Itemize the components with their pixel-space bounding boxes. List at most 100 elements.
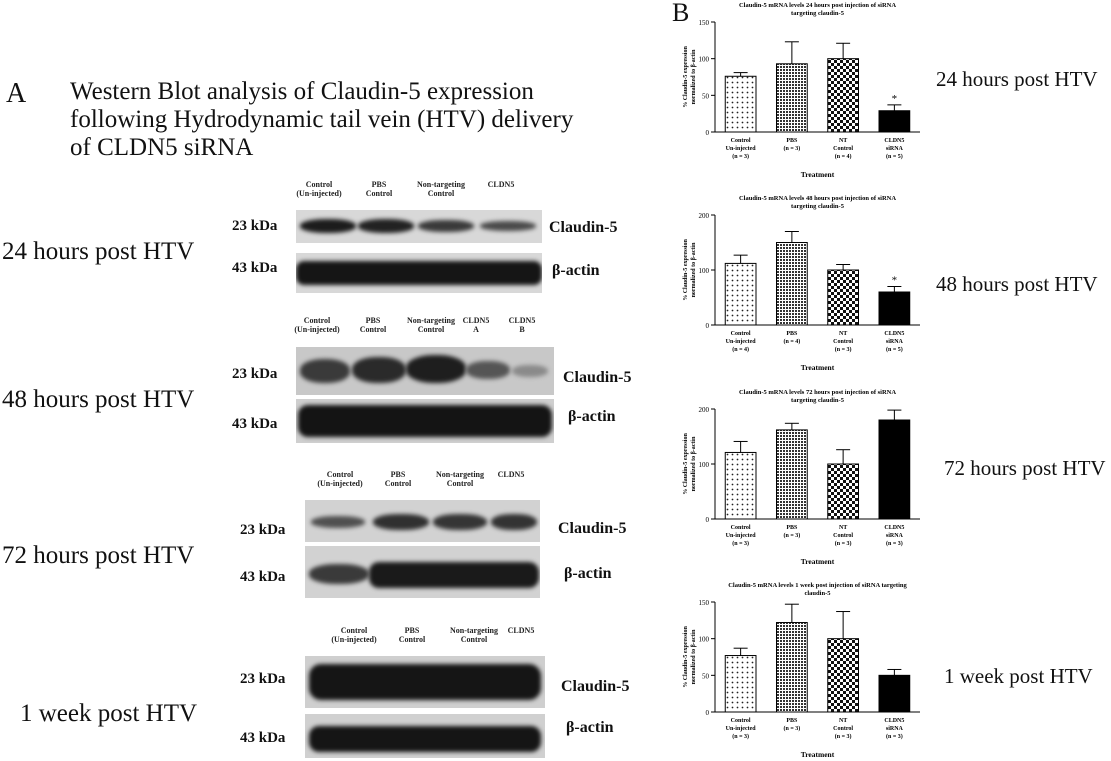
protein-label: β-actin — [552, 262, 600, 279]
bar — [878, 291, 911, 326]
category-label: CLDN5 — [884, 138, 904, 144]
category-label: (n = 3) — [732, 153, 749, 160]
panel-a-title-line: following Hydrodynamic tail vein (HTV) d… — [70, 106, 574, 133]
protein-label: β-actin — [564, 565, 612, 582]
category-label: siRNA — [886, 339, 904, 345]
lane-label: Control (Un-injected) — [296, 180, 342, 198]
blot-1wk-beta-actin — [305, 714, 545, 758]
category-label: CLDN5 — [884, 718, 904, 724]
lane-label: CLDN5 — [497, 470, 525, 479]
y-tick-label: 0 — [706, 516, 710, 524]
category-label: (n = 3) — [732, 540, 749, 547]
y-tick-label: 150 — [699, 599, 710, 607]
kda-label: 23 kDa — [240, 522, 286, 538]
x-axis-label: Treatment — [801, 750, 835, 759]
bar — [776, 622, 808, 713]
x-axis-label: Treatment — [801, 363, 835, 372]
blot-24h-claudin5 — [296, 210, 542, 243]
lane-label: Non-targeting Control — [450, 626, 498, 644]
lane-label: Non-targeting Control — [407, 316, 455, 334]
y-tick-label: 50 — [702, 92, 710, 100]
category-label: (n = 3) — [886, 733, 903, 740]
lane-label: CLDN5 B — [508, 316, 536, 334]
panel-a-title: Western Blot analysis of Claudin-5 expre… — [70, 78, 573, 162]
category-label: NT — [839, 331, 847, 337]
category-label: Un-injected — [726, 339, 757, 345]
chart-title: claudin-5 — [804, 590, 831, 597]
lane-label: CLDN5 A — [462, 316, 490, 334]
category-label: (n = 4) — [783, 338, 800, 345]
y-tick-label: 0 — [706, 129, 710, 137]
y-axis-label: % Claudin-5 expression — [683, 433, 689, 495]
kda-label: 43 kDa — [240, 569, 286, 585]
category-label: Un-injected — [726, 146, 757, 152]
category-label: CLDN5 — [884, 525, 904, 531]
x-axis-label: Treatment — [801, 557, 835, 566]
bar — [827, 638, 859, 713]
blot-48h-timepoint: 48 hours post HTV — [2, 386, 195, 413]
bar — [776, 429, 808, 520]
panel-b-letter: B — [672, 0, 690, 27]
category-label: siRNA — [886, 726, 904, 732]
lane-label: PBS Control — [359, 316, 387, 334]
chart-title: Claudin-5 mRNA levels 48 hours post inje… — [739, 195, 896, 202]
y-axis-label: % Claudin-5 expression — [683, 239, 689, 301]
y-tick-label: 50 — [702, 672, 710, 680]
chart-title: targeting claudin-5 — [791, 203, 845, 210]
x-axis-label: Treatment — [801, 170, 835, 179]
y-axis-label: normalized to β-actin — [691, 629, 697, 684]
y-tick-label: 100 — [699, 56, 710, 64]
lane-label: PBS Control — [384, 470, 412, 488]
y-axis-label: % Claudin-5 expression — [683, 626, 689, 688]
category-label: Control — [731, 138, 751, 144]
y-tick-label: 200 — [699, 212, 710, 220]
category-label: Control — [833, 146, 853, 152]
bar — [878, 674, 911, 713]
category-label: PBS — [786, 331, 798, 337]
y-axis-label: % Claudin-5 expression — [683, 46, 689, 108]
y-tick-label: 100 — [699, 636, 710, 644]
bar — [724, 655, 757, 713]
graph-1wk-timepoint: 1 week post HTV — [944, 664, 1093, 688]
bar — [776, 63, 808, 133]
protein-label: β-actin — [568, 408, 616, 425]
category-label: (n = 5) — [886, 346, 903, 353]
blot-1wk-timepoint: 1 week post HTV — [20, 700, 198, 727]
protein-label: Claudin-5 — [549, 219, 618, 236]
kda-label: 23 kDa — [240, 671, 286, 687]
y-tick-label: 150 — [699, 19, 710, 27]
protein-label: Claudin-5 — [558, 520, 627, 537]
lane-label: PBS Control — [398, 626, 426, 644]
category-label: (n = 3) — [835, 733, 852, 740]
bar — [878, 419, 911, 520]
chart-title: targeting claudin-5 — [791, 10, 845, 17]
category-label: Control — [731, 525, 751, 531]
category-label: Control — [833, 726, 853, 732]
category-label: (n = 3) — [886, 540, 903, 547]
bar — [724, 262, 757, 326]
graph-72h-timepoint: 72 hours post HTV — [944, 456, 1106, 480]
blot-48h-beta-actin — [296, 399, 554, 443]
significance-marker: * — [892, 93, 898, 105]
blot-48h-claudin5 — [296, 347, 554, 395]
chart-title: Claudin-5 mRNA levels 72 hours post inje… — [739, 389, 896, 396]
category-label: PBS — [786, 718, 798, 724]
y-tick-label: 200 — [699, 406, 710, 414]
category-label: (n = 5) — [886, 153, 903, 160]
category-label: (n = 3) — [783, 145, 800, 152]
lane-label: Non-targeting Control — [417, 180, 465, 198]
kda-label: 23 kDa — [232, 366, 278, 382]
y-tick-label: 100 — [699, 267, 710, 275]
panel-a-title-line: of CLDN5 siRNA — [70, 134, 254, 161]
lane-label: CLDN5 — [487, 180, 515, 189]
protein-label: Claudin-5 — [563, 369, 632, 386]
category-label: siRNA — [886, 146, 904, 152]
y-axis-label: normalized to β-actin — [691, 242, 697, 297]
bar — [878, 110, 911, 133]
blot-72h-lane-labels: Control (Un-injected) PBS Control Non-ta… — [305, 470, 545, 498]
protein-label: β-actin — [566, 719, 614, 736]
category-label: (n = 3) — [783, 532, 800, 539]
bar-chart-48h: Claudin-5 mRNA levels 48 hours post inje… — [683, 195, 920, 372]
blot-1wk-claudin5 — [305, 656, 545, 708]
category-label: NT — [839, 525, 847, 531]
